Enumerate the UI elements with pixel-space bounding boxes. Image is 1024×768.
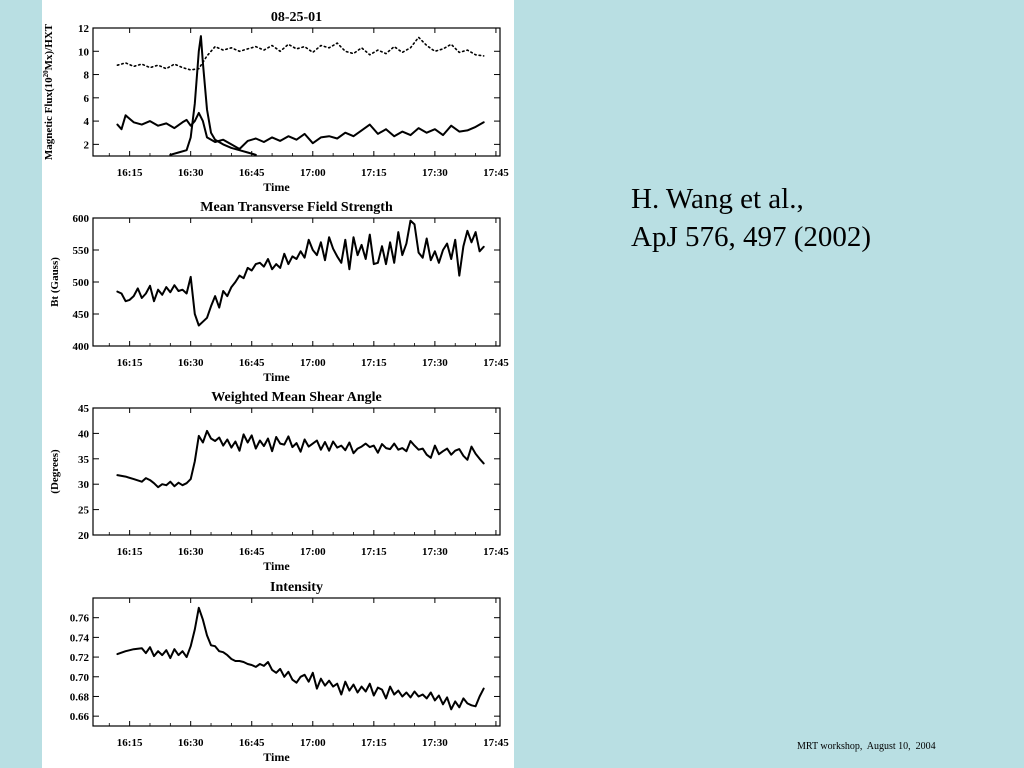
chart-panel-4: Intensity 16:15 16:30 16:45 17:00 17:15 17:30 1… <box>70 580 510 764</box>
series-line-1 <box>116 606 485 711</box>
x-axis-label: Time <box>263 750 290 764</box>
x-tick-label: 17:00 <box>300 546 326 558</box>
citation-reference: ApJ 576, 497 (2002) <box>631 221 872 253</box>
citation: H. Wang et al., ApJ 576, 497 (2002) <box>631 180 871 256</box>
x-tick-label: 17:30 <box>422 546 448 558</box>
plot-frame <box>92 597 501 727</box>
x-tick-label: 16:45 <box>239 357 265 369</box>
y-axis-label-part: Magnetic Flux(10 <box>43 77 55 160</box>
chart-panel-2: Mean Transverse Field Strength 16:15 16:30… <box>49 200 509 384</box>
y-tick-label: 45 <box>78 403 90 415</box>
series-line-1 <box>116 219 485 327</box>
x-tick-label: 16:30 <box>178 546 204 558</box>
y-axis-label: (Degrees) <box>49 449 61 494</box>
plot-frame <box>92 217 501 347</box>
x-tick-label: 17:15 <box>361 167 387 179</box>
x-tick-label: 17:00 <box>300 357 326 369</box>
x-tick-label: 16:15 <box>117 357 143 369</box>
multi-panel-chart: 08-25-01 16:15 16:30 16:45 17:00 17:15 17:30 17… <box>42 10 510 764</box>
x-tick-label: 17:00 <box>300 737 326 749</box>
x-tick-label: 17:45 <box>483 167 509 179</box>
y-tick-label: 12 <box>78 23 90 35</box>
y-tick-label: 4 <box>84 116 90 128</box>
y-axis-label: Magnetic Flux(1020Mx)/HXT <box>42 23 55 160</box>
x-tick-label: 16:15 <box>117 167 143 179</box>
x-axis-label: Time <box>263 370 290 384</box>
x-tick-label: 17:45 <box>483 546 509 558</box>
y-tick-label: 8 <box>84 70 90 82</box>
x-tick-label: 17:15 <box>361 357 387 369</box>
y-tick-label: 40 <box>78 428 90 440</box>
series-line-3 <box>169 35 257 156</box>
x-tick-label: 16:30 <box>178 167 204 179</box>
series-line-2 <box>116 111 485 150</box>
x-tick-label: 17:45 <box>483 357 509 369</box>
y-tick-label: 400 <box>73 341 90 353</box>
series-line-1 <box>116 36 485 71</box>
plot-frame <box>92 27 501 157</box>
x-tick-label: 16:15 <box>117 546 143 558</box>
x-tick-label: 17:30 <box>422 167 448 179</box>
y-axis-label-exponent: 20 <box>42 70 50 78</box>
y-tick-label: 10 <box>78 46 90 58</box>
chart-title: Intensity <box>270 580 323 595</box>
y-axis-label: Bt (Gauss) <box>49 257 61 307</box>
y-tick-label: 550 <box>73 245 90 257</box>
chart-title: 08-25-01 <box>271 10 322 25</box>
y-tick-label: 0.66 <box>70 711 90 723</box>
y-tick-label: 0.70 <box>70 672 90 684</box>
x-tick-label: 17:30 <box>422 737 448 749</box>
y-tick-label: 35 <box>78 454 90 466</box>
x-tick-label: 17:00 <box>300 167 326 179</box>
footer-text: MRT workshop, August 10, 2004 <box>797 741 936 752</box>
y-tick-label: 6 <box>84 93 90 105</box>
y-tick-label: 20 <box>78 530 90 542</box>
x-tick-label: 16:30 <box>178 357 204 369</box>
chart-panel-1: 08-25-01 16:15 16:30 16:45 17:00 17:15 17:30 17… <box>42 10 509 194</box>
y-tick-label: 450 <box>73 309 90 321</box>
y-tick-label: 2 <box>84 139 90 151</box>
y-axis-label-part: Mx)/HXT <box>43 23 55 70</box>
x-tick-label: 16:30 <box>178 737 204 749</box>
x-axis-label: Time <box>263 559 290 573</box>
x-tick-label: 16:45 <box>239 546 265 558</box>
x-tick-label: 17:45 <box>483 737 509 749</box>
y-tick-label: 30 <box>78 479 90 491</box>
x-tick-label: 16:15 <box>117 737 143 749</box>
plot-frame <box>92 407 501 536</box>
y-tick-label: 0.74 <box>70 632 90 644</box>
x-tick-label: 17:30 <box>422 357 448 369</box>
y-tick-label: 0.76 <box>70 613 90 625</box>
x-tick-label: 16:45 <box>239 167 265 179</box>
series-line-1 <box>116 429 485 489</box>
y-tick-label: 600 <box>73 213 90 225</box>
y-tick-label: 0.72 <box>70 652 90 664</box>
x-tick-label: 16:45 <box>239 737 265 749</box>
x-tick-label: 17:15 <box>361 737 387 749</box>
chart-panel-3: Weighted Mean Shear Angle 16:15 16:30 16:45… <box>49 390 509 573</box>
y-tick-label: 25 <box>78 505 90 517</box>
x-axis-label: Time <box>263 180 290 194</box>
citation-authors: H. Wang et al., <box>631 183 804 215</box>
y-tick-label: 0.68 <box>70 691 90 703</box>
x-tick-label: 17:15 <box>361 546 387 558</box>
figure-panel: 08-25-01 16:15 16:30 16:45 17:00 17:15 17:30 17… <box>42 0 514 768</box>
chart-title: Mean Transverse Field Strength <box>200 200 393 215</box>
y-tick-label: 500 <box>73 277 90 289</box>
chart-title: Weighted Mean Shear Angle <box>211 390 381 405</box>
